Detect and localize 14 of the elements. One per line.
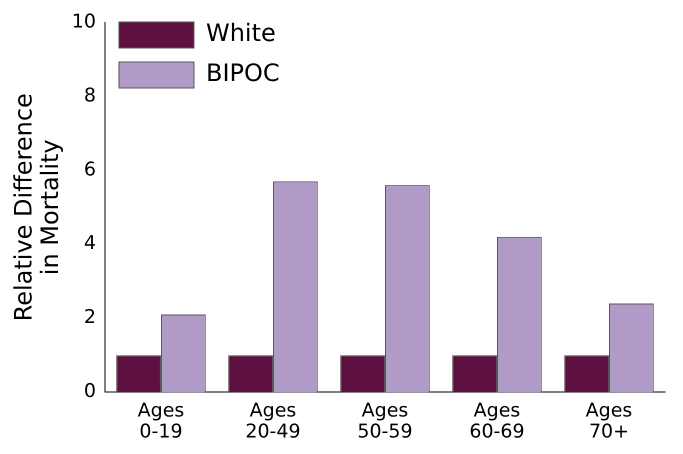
x-tick-label: Ages 60-69 <box>469 400 525 442</box>
y-tick-label: 4 <box>84 232 96 254</box>
y-tick-label: 8 <box>84 84 96 106</box>
x-tick-label: Ages 50-59 <box>357 400 413 442</box>
y-tick-label: 0 <box>84 380 96 402</box>
y-axis-title: Relative Difference in Mortality <box>9 93 64 322</box>
y-tick-label: 2 <box>84 306 96 328</box>
y-tick-label: 6 <box>84 158 96 180</box>
x-tick-label: Ages 0-19 <box>138 400 184 442</box>
legend-label: White <box>206 19 276 48</box>
x-tick-label: Ages 70+ <box>586 400 632 442</box>
x-tick-label: Ages 20-49 <box>245 400 301 442</box>
y-tick-label: 10 <box>72 10 96 32</box>
legend-label: BIPOC <box>206 59 280 88</box>
